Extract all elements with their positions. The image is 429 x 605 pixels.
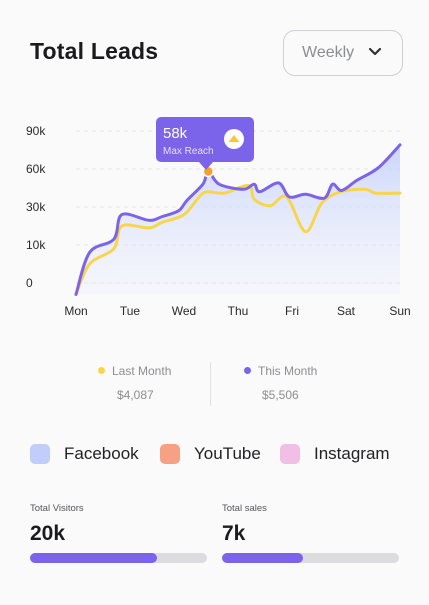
x-tick-label: Wed <box>172 304 196 318</box>
legend-this-month-dot <box>244 367 251 374</box>
x-tick-label: Fri <box>285 304 299 318</box>
period-select[interactable]: Weekly <box>283 30 403 76</box>
visitors-progress-track <box>30 553 207 563</box>
legend-this-month: This Month $5,506 <box>244 364 317 402</box>
stat-sales-value: 7k <box>222 522 246 545</box>
stat-visitors-caption: Total Visitors <box>30 503 84 514</box>
legend-this-month-label: This Month <box>258 364 318 378</box>
stat-total-visitors: Total Visitors 20k <box>30 503 207 563</box>
source-facebook[interactable]: Facebook <box>30 444 139 464</box>
source-instagram-label: Instagram <box>314 444 390 463</box>
tooltip-label: Max Reach <box>163 146 214 157</box>
legend-divider <box>210 362 211 406</box>
youtube-swatch <box>160 444 180 464</box>
sales-progress-track <box>222 553 399 563</box>
source-instagram[interactable]: Instagram <box>280 444 390 464</box>
max-reach-tooltip: 58k Max Reach <box>156 117 254 170</box>
x-tick-label: Thu <box>228 304 249 318</box>
legend-last-month-value: $4,087 <box>117 388 154 402</box>
source-facebook-label: Facebook <box>64 444 139 463</box>
stat-visitors-value: 20k <box>30 522 66 545</box>
source-youtube-label: YouTube <box>194 444 261 463</box>
stat-sales-caption: Total sales <box>222 503 267 514</box>
leads-line-chart: 0 10k 30k 60k 90k Mon Tue Wed Thu Fri Sat Sun 58k … <box>26 117 411 318</box>
this-month-area <box>76 144 400 295</box>
visitors-progress-fill <box>30 553 158 563</box>
x-tick-label: Sun <box>389 304 410 318</box>
x-tick-label: Mon <box>64 304 87 318</box>
period-select-label: Weekly <box>302 44 355 61</box>
legend-this-month-value: $5,506 <box>262 388 299 402</box>
source-youtube[interactable]: YouTube <box>160 444 261 464</box>
y-tick-label: 10k <box>26 238 46 252</box>
x-tick-label: Tue <box>120 304 141 318</box>
sales-progress-fill <box>222 553 304 563</box>
chevron-down-icon <box>368 47 382 56</box>
this-month-line <box>74 143 402 296</box>
x-tick-label: Sat <box>337 304 356 318</box>
y-tick-label: 0 <box>26 276 33 290</box>
page-title: Total Leads <box>30 38 159 64</box>
instagram-swatch <box>280 444 300 464</box>
legend-last-month: Last Month $4,087 <box>98 364 171 402</box>
stat-total-sales: Total sales 7k <box>222 503 399 563</box>
facebook-swatch <box>30 444 50 464</box>
y-tick-label: 60k <box>26 162 46 176</box>
y-tick-label: 90k <box>26 124 46 138</box>
tooltip-value: 58k <box>163 125 188 142</box>
legend-last-month-label: Last Month <box>112 364 172 378</box>
legend-last-month-dot <box>98 367 105 374</box>
peak-icon <box>228 135 240 142</box>
y-tick-label: 30k <box>26 200 46 214</box>
